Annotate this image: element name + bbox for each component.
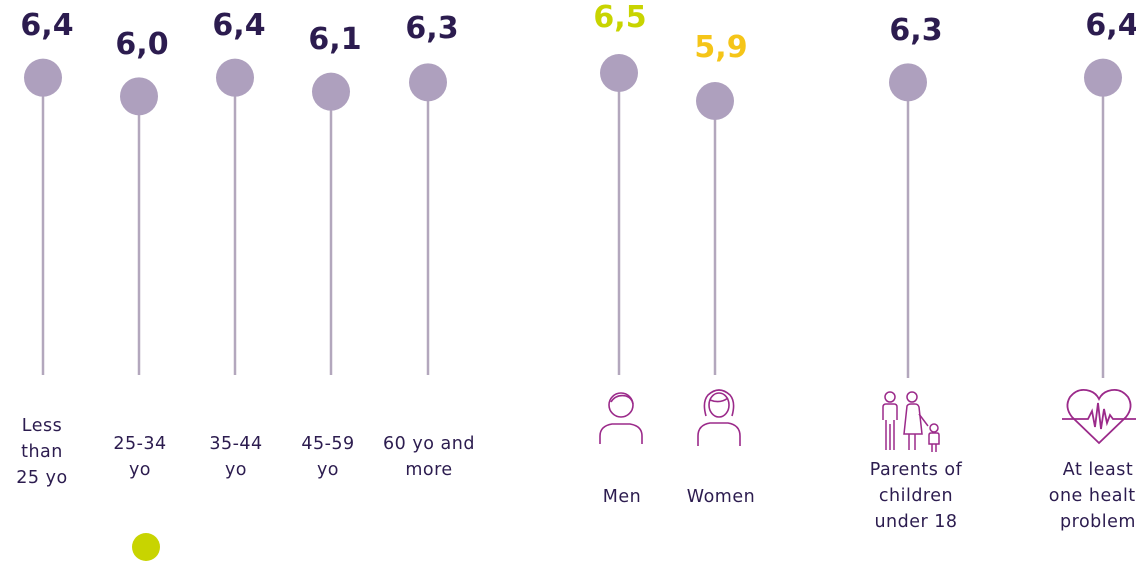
man-icon <box>599 392 643 444</box>
dot-men <box>600 54 638 92</box>
value-label-health: 6,4 <box>1085 8 1136 43</box>
category-label-25-34: 25-34 yo <box>113 434 167 480</box>
woman-icon <box>697 389 741 446</box>
category-label-men: Men <box>602 487 642 507</box>
category-label-less-than-25: Less than 25 yo <box>16 416 68 488</box>
dot-45-59 <box>312 72 350 111</box>
category-label-35-44: 35-44 yo <box>209 434 263 480</box>
dot-less-than-25 <box>24 58 62 97</box>
dot-women <box>696 82 734 120</box>
value-label-35-44: 6,4 <box>212 8 266 43</box>
lollipop-chart: 6,4 6,0 6,4 6,1 6,3 6,5 5,9 6,3 6,4 Less… <box>16 0 1136 561</box>
chart-canvas <box>24 54 1122 378</box>
dot-60-plus <box>409 63 447 102</box>
category-label-parents: Parents of children under 18 <box>869 460 963 532</box>
heart-pulse-icon <box>1062 388 1136 445</box>
value-label-45-59: 6,1 <box>308 22 362 57</box>
category-label-women: Women <box>686 487 756 507</box>
dot-35-44 <box>216 58 254 97</box>
dot-parents <box>889 63 927 102</box>
value-label-less-than-25: 6,4 <box>20 8 74 43</box>
decorative-dot <box>132 533 160 561</box>
family-icon <box>882 391 940 452</box>
dot-health <box>1084 58 1122 97</box>
value-label-60-plus: 6,3 <box>405 11 459 46</box>
value-label-men: 6,5 <box>593 0 647 35</box>
category-label-60-plus: 60 yo and more <box>383 434 475 480</box>
value-label-25-34: 6,0 <box>115 27 169 62</box>
dot-25-34 <box>120 77 158 116</box>
value-label-women: 5,9 <box>694 30 748 65</box>
category-label-health: At least one health problem <box>1048 460 1136 532</box>
value-label-parents: 6,3 <box>889 13 943 48</box>
category-label-45-59: 45-59 yo <box>301 434 355 480</box>
